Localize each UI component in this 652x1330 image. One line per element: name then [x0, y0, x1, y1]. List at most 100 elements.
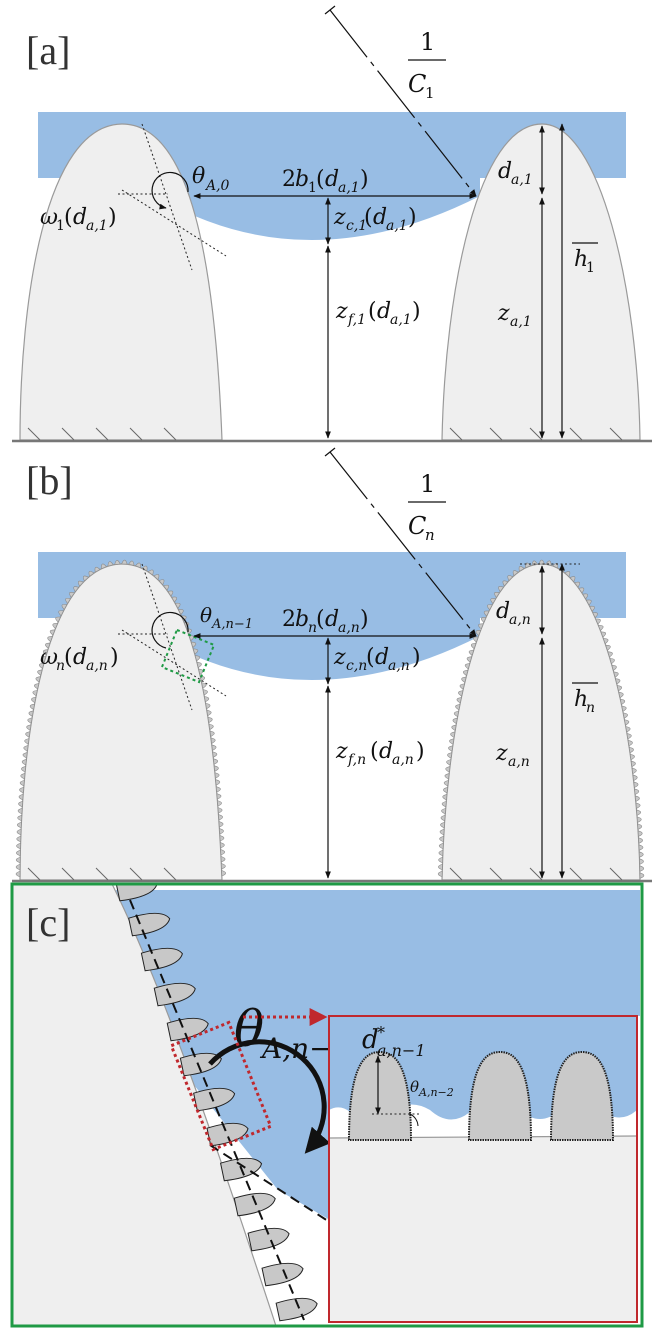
micro-bump	[158, 579, 165, 586]
panel-c-frame-green	[10, 882, 644, 1328]
micro-bump	[178, 609, 184, 616]
svg-text:(: (	[364, 205, 373, 230]
substrate-hatch-b	[27, 867, 623, 881]
curvature-label-a: 1 C 1	[408, 28, 446, 102]
svg-text:(: (	[316, 607, 325, 632]
panel-c-label: [c]	[26, 900, 70, 945]
svg-text:n: n	[586, 700, 595, 716]
micro-bump	[27, 717, 33, 724]
micro-bump	[638, 851, 644, 858]
air-height-label-a: z a,1	[497, 301, 532, 330]
micro-bump	[140, 947, 183, 972]
svg-text:d: d	[498, 159, 512, 184]
micro-bump	[564, 571, 571, 578]
micro-bump	[107, 561, 114, 567]
inset-depth-label: d * a,n−1	[362, 1023, 426, 1060]
inset-frame-red	[328, 1015, 638, 1323]
micro-bump	[39, 662, 45, 669]
micro-bump	[17, 807, 23, 815]
svg-text:): )	[416, 739, 425, 764]
micro-bump	[443, 780, 449, 787]
svg-text:1: 1	[586, 260, 595, 276]
micro-bump	[213, 758, 219, 765]
svg-text:C: C	[408, 512, 426, 540]
micro-bump	[458, 690, 464, 697]
svg-text:d: d	[373, 205, 387, 230]
micro-bump	[207, 716, 213, 724]
svg-text:1: 1	[308, 180, 317, 196]
micro-bump	[618, 691, 624, 699]
width-label-a: 2 b 1 ( d a,1 )	[282, 167, 369, 196]
svg-text:a,1: a,1	[390, 312, 412, 328]
micro-bump	[468, 649, 475, 656]
panel-a: [a] 1 C 1	[12, 5, 652, 443]
svg-text:d: d	[375, 645, 389, 670]
svg-text:): )	[408, 205, 417, 230]
svg-text:(: (	[366, 645, 375, 670]
svg-text:a,n: a,n	[392, 752, 414, 768]
micro-bump	[167, 590, 174, 597]
micro-bump	[16, 835, 22, 843]
micro-bump	[451, 724, 457, 731]
meniscus-depth-label-a: z c,1 ( d a,1 )	[333, 205, 417, 234]
micro-bump	[585, 599, 592, 606]
micro-bump	[478, 623, 484, 630]
svg-text:n: n	[425, 526, 435, 544]
micro-bump	[101, 563, 107, 570]
micro-bump	[444, 773, 450, 780]
curvature-label-b: 1 C n	[408, 470, 446, 544]
contact-angle-label-a: θ A,0	[192, 164, 230, 194]
micro-bump	[16, 849, 21, 857]
svg-text:c,1: c,1	[346, 218, 367, 234]
inset-pillar	[549, 1050, 615, 1141]
svg-text:C: C	[408, 70, 426, 98]
micro-bump	[153, 574, 160, 581]
micro-bump	[450, 731, 456, 738]
svg-text:(: (	[64, 645, 73, 670]
micro-bump	[621, 705, 627, 712]
svg-text:(: (	[316, 167, 325, 192]
micro-bump	[628, 746, 634, 754]
micro-bump	[461, 676, 467, 683]
micro-bump	[211, 744, 217, 751]
svg-text:): )	[412, 299, 421, 324]
micro-bump	[215, 779, 221, 786]
micro-bump	[275, 1297, 318, 1322]
micro-bump	[494, 592, 500, 598]
micro-bump	[512, 570, 519, 577]
depth-label-a: d a,1	[498, 159, 533, 188]
micro-bump	[439, 828, 445, 836]
svg-text:d: d	[379, 739, 393, 764]
micro-bump	[20, 773, 26, 780]
micro-bump	[166, 1017, 209, 1042]
svg-text:): )	[360, 607, 369, 632]
micro-bump	[449, 738, 455, 745]
micro-bump	[638, 837, 643, 844]
micro-bump	[525, 562, 532, 569]
micro-bump	[609, 658, 615, 665]
micro-bump	[582, 593, 589, 600]
svg-text:(: (	[368, 299, 377, 324]
svg-text:1: 1	[56, 218, 65, 234]
inset-angle-label: θ A,n−2	[410, 1078, 454, 1099]
micro-bump	[34, 683, 40, 690]
micro-bump	[466, 656, 473, 663]
micro-bump	[171, 596, 177, 603]
svg-text:*: *	[377, 1023, 385, 1042]
svg-text:n: n	[308, 620, 317, 636]
micro-bump	[55, 616, 61, 623]
width-label-b: 2 b n ( d a,n )	[282, 607, 369, 636]
micro-bump	[438, 842, 444, 850]
micro-bump	[88, 570, 95, 577]
micro-bump	[206, 709, 212, 717]
micro-bump	[45, 642, 51, 649]
micro-bump	[459, 683, 465, 690]
pillar-angle-label-a: ω 1 ( d a,1 )	[40, 205, 117, 234]
micro-bump	[605, 644, 611, 651]
micro-bump	[18, 800, 23, 808]
svg-text:d: d	[362, 1025, 379, 1055]
micro-bump	[639, 872, 645, 879]
svg-text:1: 1	[420, 28, 435, 56]
inset-zoom: d * a,n−1 θ A,n−2	[328, 1015, 638, 1323]
micro-bump	[58, 610, 64, 617]
